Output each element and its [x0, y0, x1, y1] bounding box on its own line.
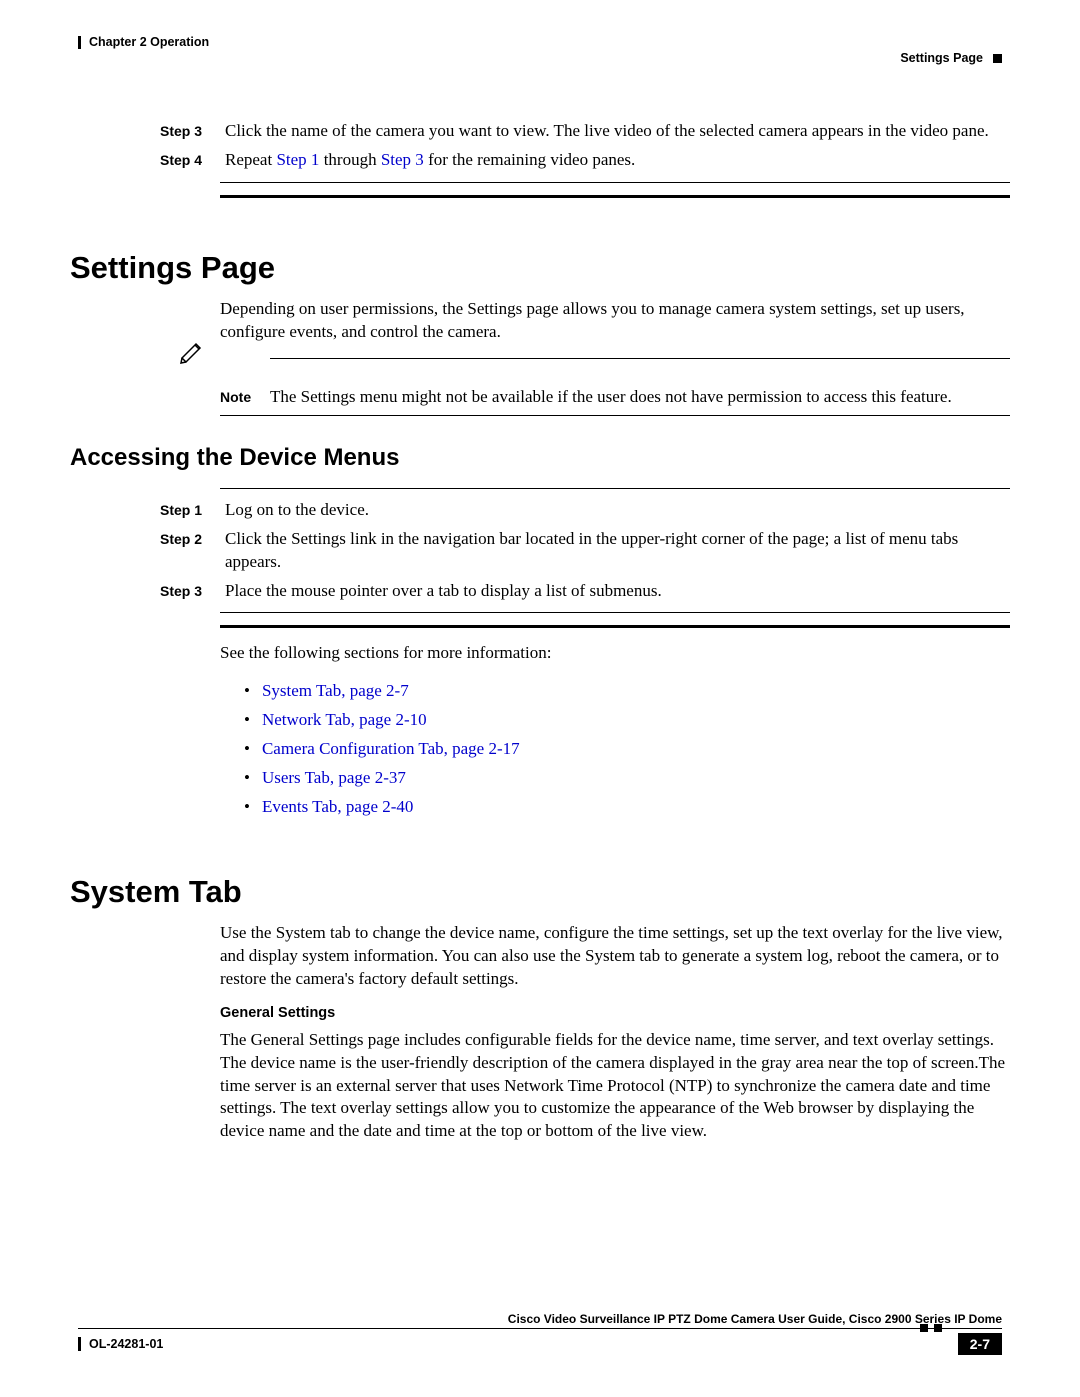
note-pencil-icon: [170, 358, 220, 386]
step-label: Step 4: [160, 149, 225, 170]
step4-prefix: Repeat: [225, 150, 276, 169]
step-row: Step 3 Click the name of the camera you …: [160, 120, 1010, 143]
header-section: Settings Page: [900, 52, 1002, 65]
step4-mid: through: [319, 150, 380, 169]
note-label: Note: [220, 386, 270, 407]
link-events-tab[interactable]: Events Tab, page 2-40: [262, 797, 413, 816]
heading-accessing: Accessing the Device Menus: [70, 444, 1010, 472]
step-body: Place the mouse pointer over a tab to di…: [225, 580, 1010, 603]
footer-doc-id: OL-24281-01: [78, 1337, 163, 1351]
link-camera-config-tab[interactable]: Camera Configuration Tab, page 2-17: [262, 739, 520, 758]
link-system-tab[interactable]: System Tab, page 2-7: [262, 681, 409, 700]
header-section-text: Settings Page: [900, 52, 983, 65]
note-text: The Settings menu might not be available…: [270, 386, 1010, 409]
step-label: Step 3: [160, 580, 225, 601]
step-body: Repeat Step 1 through Step 3 for the rem…: [225, 149, 1010, 172]
general-settings-para: The General Settings page includes confi…: [220, 1029, 1010, 1144]
link-list: System Tab, page 2-7 Network Tab, page 2…: [244, 677, 1010, 821]
step3-link[interactable]: Step 3: [381, 150, 424, 169]
step-label: Step 1: [160, 499, 225, 520]
system-intro: Use the System tab to change the device …: [220, 922, 1010, 991]
rule-thick: [220, 195, 1010, 198]
rule-thin: [220, 488, 1010, 489]
note-block: Note The Settings menu might not be avai…: [170, 358, 1010, 416]
heading-settings-page: Settings Page: [70, 250, 1010, 286]
step-row: Step 4 Repeat Step 1 through Step 3 for …: [160, 149, 1010, 172]
step-body: Click the name of the camera you want to…: [225, 120, 1010, 143]
top-steps: Step 3 Click the name of the camera you …: [160, 120, 1010, 172]
footer-title: Cisco Video Surveillance IP PTZ Dome Cam…: [78, 1312, 1002, 1326]
step-body: Log on to the device.: [225, 499, 1010, 522]
header-chapter: Chapter 2 Operation: [78, 36, 209, 49]
step1-link[interactable]: Step 1: [276, 150, 319, 169]
step-label: Step 2: [160, 528, 225, 549]
link-users-tab[interactable]: Users Tab, page 2-37: [262, 768, 406, 787]
footer-page-number: 2-7: [958, 1333, 1002, 1355]
rule-thin: [220, 182, 1010, 183]
footer-rule: [78, 1328, 1002, 1329]
rule-thin: [220, 612, 1010, 613]
subheading-general-settings: General Settings: [220, 1005, 1010, 1021]
see-sections: See the following sections for more info…: [220, 642, 1010, 665]
heading-system-tab: System Tab: [70, 874, 1010, 910]
step4-suffix: for the remaining video panes.: [424, 150, 636, 169]
rule-thick: [220, 625, 1010, 628]
page-footer: Cisco Video Surveillance IP PTZ Dome Cam…: [78, 1312, 1002, 1355]
step-row: Step 2 Click the Settings link in the na…: [160, 528, 1010, 574]
settings-intro: Depending on user permissions, the Setti…: [220, 298, 1010, 344]
step-row: Step 1 Log on to the device.: [160, 499, 1010, 522]
step-body: Click the Settings link in the navigatio…: [225, 528, 1010, 574]
access-steps: Step 1 Log on to the device. Step 2 Clic…: [160, 499, 1010, 603]
header-marker-icon: [993, 54, 1002, 63]
step-label: Step 3: [160, 120, 225, 141]
step-row: Step 3 Place the mouse pointer over a ta…: [160, 580, 1010, 603]
link-network-tab[interactable]: Network Tab, page 2-10: [262, 710, 427, 729]
